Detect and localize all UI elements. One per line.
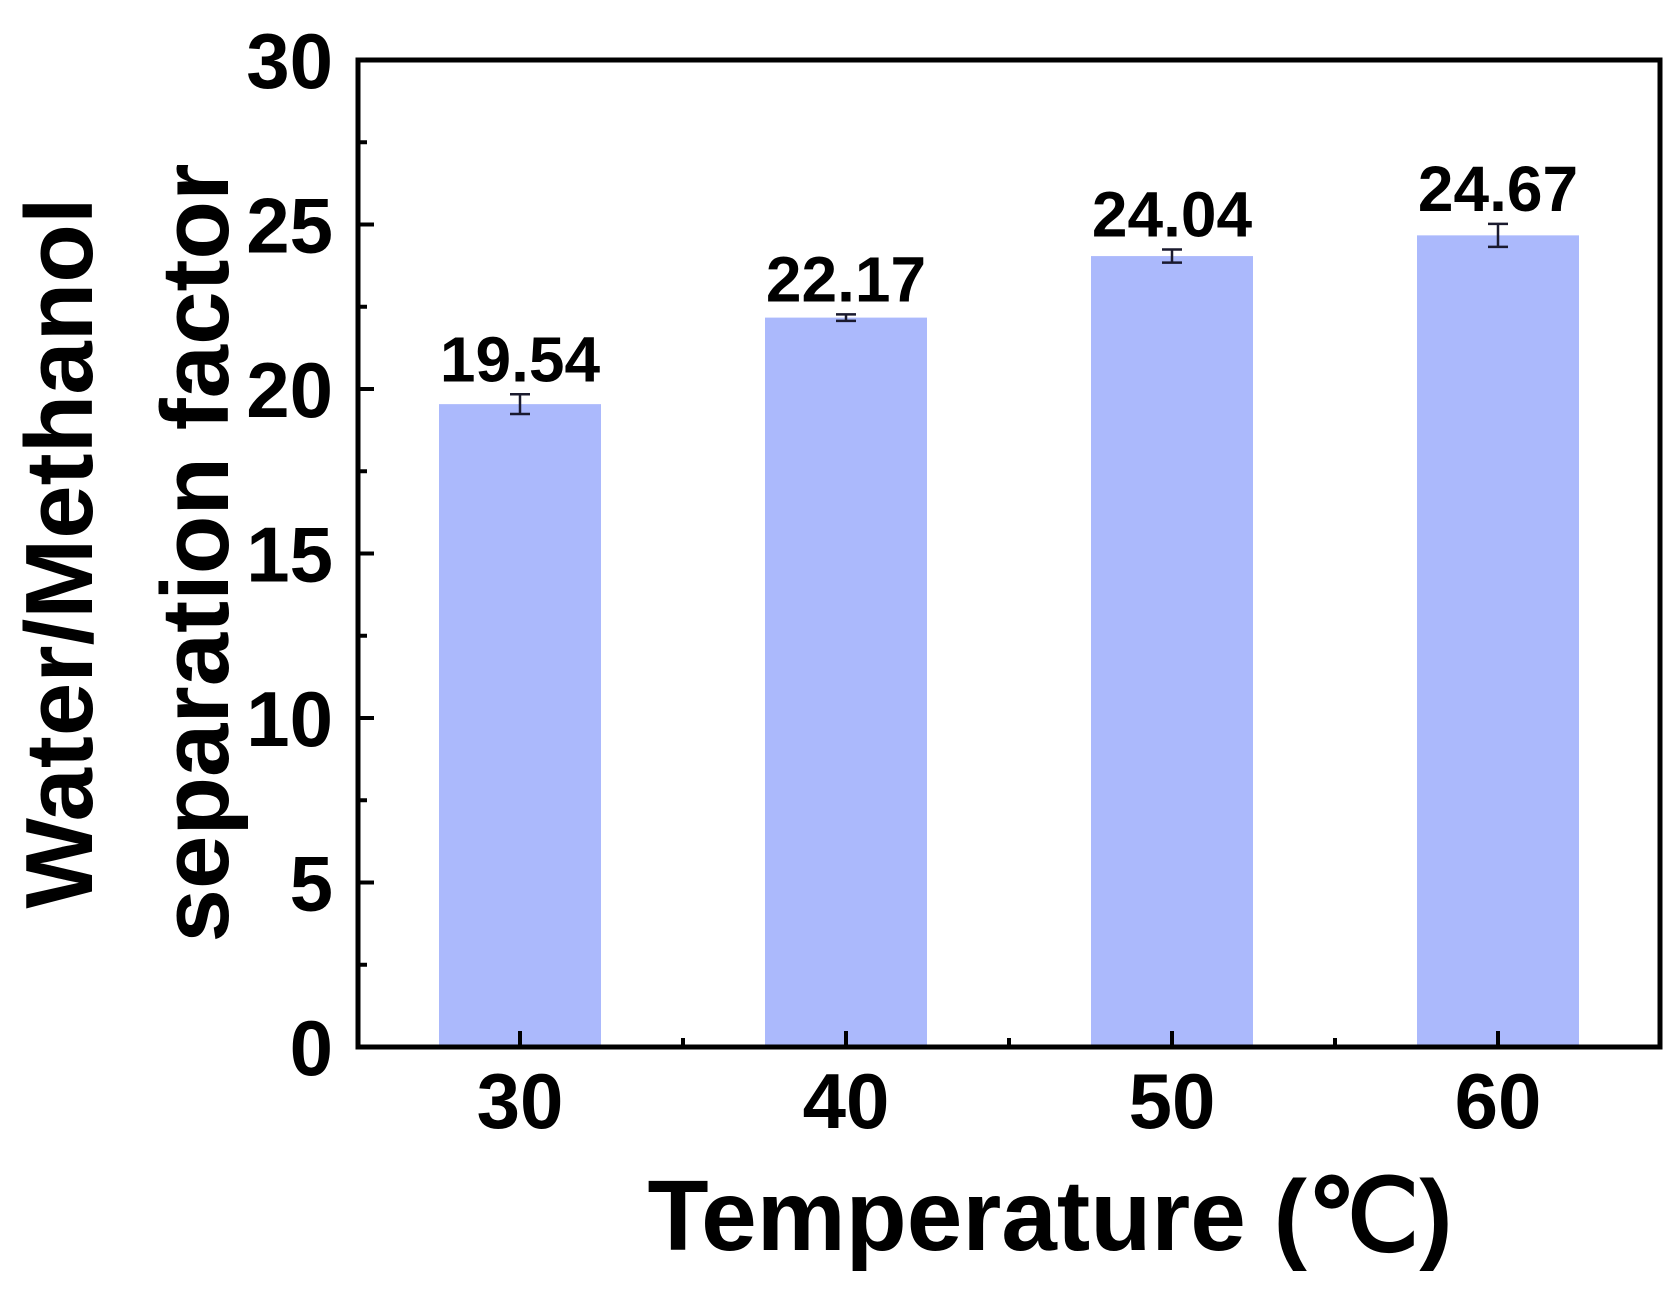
y-axis-title-line-2: separation factor xyxy=(142,164,249,943)
x-tick-label-50: 50 xyxy=(1129,1057,1216,1145)
value-label-50: 24.04 xyxy=(1092,179,1253,251)
y-tick-label-0: 0 xyxy=(290,1004,333,1092)
value-label-30: 19.54 xyxy=(440,323,601,395)
y-tick-label-10: 10 xyxy=(246,675,333,763)
y-tick-label-25: 25 xyxy=(246,182,333,270)
value-label-40: 22.17 xyxy=(766,243,926,315)
y-tick-label-20: 20 xyxy=(246,346,333,434)
y-tick-label-5: 5 xyxy=(290,840,333,928)
x-tick-label-40: 40 xyxy=(803,1057,890,1145)
bar-30 xyxy=(439,404,601,1047)
x-tick-label-30: 30 xyxy=(477,1057,564,1145)
x-tick-label-60: 60 xyxy=(1455,1057,1542,1145)
value-label-60: 24.67 xyxy=(1418,153,1578,225)
x-axis-ticks xyxy=(518,1031,1500,1047)
x-axis-tick-labels: 30 40 50 60 xyxy=(477,1057,1542,1145)
y-axis-title-line-1: Water/Methanol xyxy=(6,197,113,908)
value-labels-group: 19.54 22.17 24.04 24.67 xyxy=(440,153,1578,395)
y-tick-label-15: 15 xyxy=(246,511,333,599)
error-bar-30 xyxy=(510,393,530,416)
bar-50 xyxy=(1091,256,1253,1048)
error-bar-50 xyxy=(1162,248,1182,264)
y-tick-label-30: 30 xyxy=(246,17,333,105)
error-bars-group xyxy=(510,222,1508,416)
bar-60 xyxy=(1417,235,1579,1047)
y-axis-ticks xyxy=(358,140,374,967)
x-axis-title: Temperature (℃) xyxy=(647,1160,1452,1272)
bar-40 xyxy=(765,317,927,1047)
bars-group xyxy=(439,235,1579,1048)
error-bar-40 xyxy=(836,313,856,323)
error-bar-60 xyxy=(1488,222,1508,249)
y-axis-tick-labels: 0 5 10 15 20 25 30 xyxy=(246,17,333,1092)
